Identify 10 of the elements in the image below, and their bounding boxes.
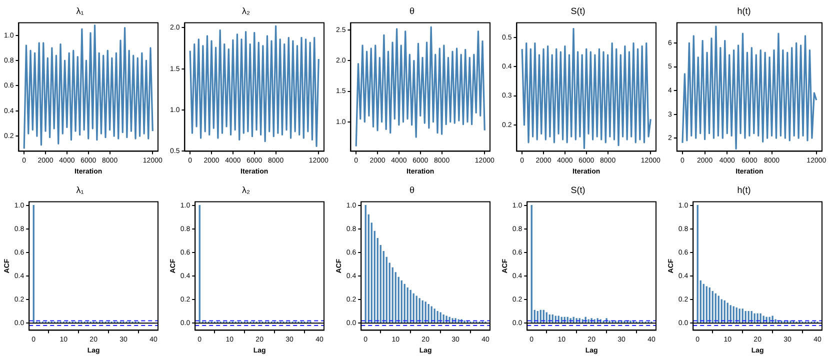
chart-title: S(t)	[570, 184, 586, 195]
chart-title: λ₁	[76, 6, 84, 16]
chart-title: θ	[409, 6, 415, 16]
chart-title: h(t)	[737, 184, 751, 195]
chart-title: λ₂	[242, 6, 250, 16]
chart-title: λ₁	[76, 184, 84, 195]
chart-title: S(t)	[570, 6, 586, 16]
chart-title: λ₂	[242, 184, 250, 195]
chart-title: h(t)	[737, 6, 751, 16]
chart-title: θ	[409, 184, 415, 195]
